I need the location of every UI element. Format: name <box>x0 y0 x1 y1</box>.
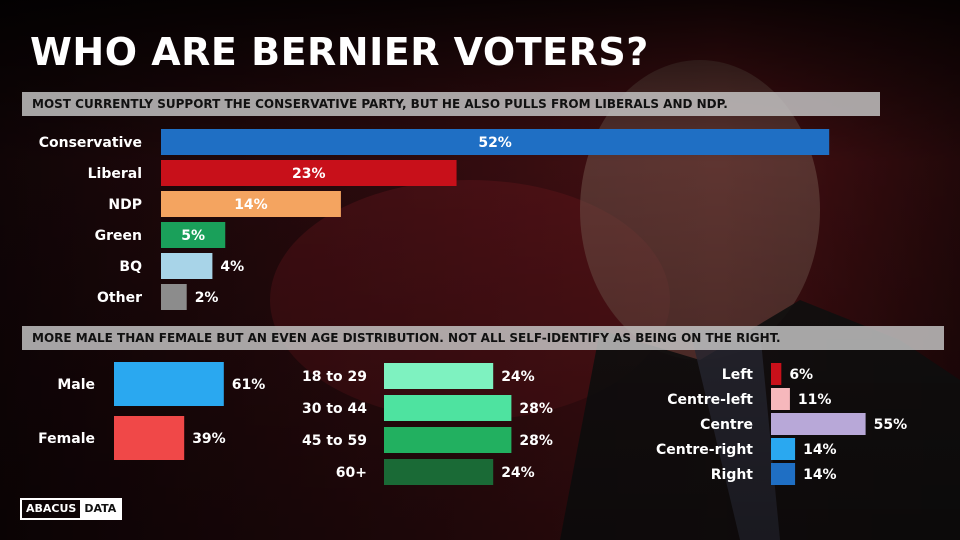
ideology-bar-centre-right <box>771 438 796 460</box>
gender-label-male: Male <box>57 377 95 393</box>
party-value-liberal: 23% <box>292 166 326 182</box>
logo-left: ABACUS <box>26 502 77 515</box>
age-bar-45-to-59 <box>384 427 512 453</box>
ideology-label-centre: Centre <box>700 417 753 433</box>
party-label-bq: BQ <box>119 259 142 275</box>
age-label-60-: 60+ <box>336 465 367 481</box>
ideology-value-left: 6% <box>789 367 813 383</box>
abacus-data-logo: ABACUS DATA <box>20 498 123 520</box>
age-value-30-to-44: 28% <box>519 401 553 417</box>
age-bar-60- <box>384 459 494 485</box>
ideology-bar-left <box>771 363 782 385</box>
party-value-conservative: 52% <box>478 135 512 151</box>
age-value-60-: 24% <box>501 465 535 481</box>
ideology-value-right: 14% <box>803 467 837 483</box>
ideology-value-centre-left: 11% <box>798 392 832 408</box>
gender-value-male: 61% <box>232 377 266 393</box>
chart-title: WHO ARE BERNIER VOTERS? <box>30 30 649 74</box>
demographics-subtitle: MORE MALE THAN FEMALE BUT AN EVEN AGE DI… <box>22 326 944 350</box>
ideology-label-right: Right <box>711 467 754 483</box>
party-bar-bq <box>161 253 213 279</box>
ideology-value-centre: 55% <box>874 417 908 433</box>
age-label-18-to-29: 18 to 29 <box>302 369 367 385</box>
gender-label-female: Female <box>38 431 95 447</box>
age-bar-30-to-44 <box>384 395 512 421</box>
logo-right: DATA <box>80 500 121 518</box>
party-label-other: Other <box>97 290 142 306</box>
party-label-green: Green <box>95 228 142 244</box>
gender-bar-female <box>114 416 185 460</box>
party-bar-ndp <box>161 191 341 217</box>
age-label-45-to-59: 45 to 59 <box>302 433 367 449</box>
age-label-30-to-44: 30 to 44 <box>302 401 367 417</box>
ideology-label-left: Left <box>722 367 754 383</box>
ideology-label-centre-right: Centre-right <box>656 442 753 458</box>
ideology-bar-right <box>771 463 796 485</box>
age-value-45-to-59: 28% <box>519 433 553 449</box>
party-value-other: 2% <box>195 290 219 306</box>
party-label-liberal: Liberal <box>88 166 142 182</box>
party-bar-other <box>161 284 187 310</box>
party-label-conservative: Conservative <box>39 135 142 151</box>
ideology-value-centre-right: 14% <box>803 442 837 458</box>
age-value-18-to-29: 24% <box>501 369 535 385</box>
ideology-bar-centre-left <box>771 388 790 410</box>
ideology-bar-centre <box>771 413 866 435</box>
party-subtitle: MOST CURRENTLY SUPPORT THE CONSERVATIVE … <box>22 92 880 116</box>
ideology-label-centre-left: Centre-left <box>667 392 753 408</box>
party-bar-conservative <box>161 129 830 155</box>
party-bar-liberal <box>161 160 457 186</box>
party-bar-green <box>161 222 226 248</box>
gender-bar-male <box>114 362 224 406</box>
party-value-bq: 4% <box>220 259 244 275</box>
gender-value-female: 39% <box>192 431 226 447</box>
party-value-ndp: 14% <box>234 197 268 213</box>
age-bar-18-to-29 <box>384 363 494 389</box>
party-label-ndp: NDP <box>108 197 142 213</box>
party-value-green: 5% <box>181 228 205 244</box>
